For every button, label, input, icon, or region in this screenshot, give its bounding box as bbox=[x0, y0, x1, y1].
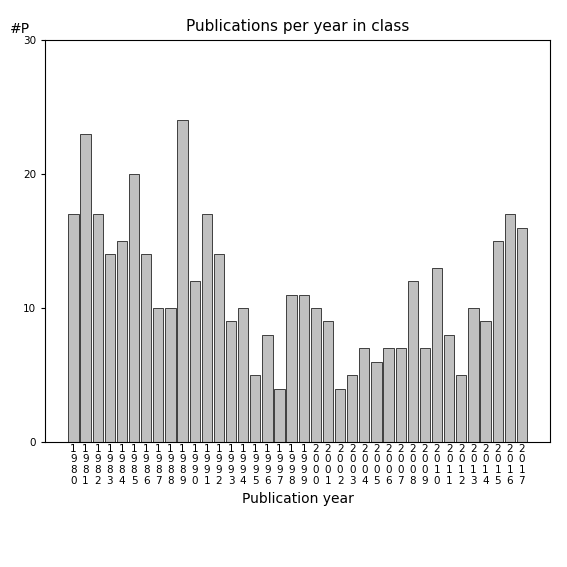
Bar bbox=[153, 308, 163, 442]
Bar bbox=[505, 214, 515, 442]
Bar bbox=[105, 255, 115, 442]
Bar bbox=[517, 227, 527, 442]
Bar bbox=[250, 375, 260, 442]
Bar bbox=[371, 362, 382, 442]
Bar bbox=[274, 388, 285, 442]
Bar bbox=[432, 268, 442, 442]
X-axis label: Publication year: Publication year bbox=[242, 492, 354, 506]
Bar bbox=[396, 348, 406, 442]
Bar bbox=[420, 348, 430, 442]
Bar bbox=[347, 375, 357, 442]
Bar bbox=[286, 295, 297, 442]
Bar bbox=[408, 281, 418, 442]
Bar bbox=[493, 241, 503, 442]
Bar bbox=[480, 321, 490, 442]
Bar bbox=[68, 214, 79, 442]
Bar bbox=[444, 335, 454, 442]
Bar bbox=[177, 120, 188, 442]
Title: Publications per year in class: Publications per year in class bbox=[186, 19, 409, 35]
Bar bbox=[383, 348, 393, 442]
Bar bbox=[81, 134, 91, 442]
Bar bbox=[214, 255, 224, 442]
Bar bbox=[299, 295, 309, 442]
Bar bbox=[189, 281, 200, 442]
Bar bbox=[238, 308, 248, 442]
Bar bbox=[456, 375, 467, 442]
Bar bbox=[311, 308, 321, 442]
Bar bbox=[468, 308, 479, 442]
Bar bbox=[165, 308, 176, 442]
Bar bbox=[262, 335, 273, 442]
Bar bbox=[129, 174, 139, 442]
Text: #P: #P bbox=[10, 22, 30, 36]
Bar bbox=[226, 321, 236, 442]
Bar bbox=[141, 255, 151, 442]
Bar bbox=[92, 214, 103, 442]
Bar bbox=[323, 321, 333, 442]
Bar bbox=[117, 241, 127, 442]
Bar bbox=[359, 348, 370, 442]
Bar bbox=[202, 214, 212, 442]
Bar bbox=[335, 388, 345, 442]
